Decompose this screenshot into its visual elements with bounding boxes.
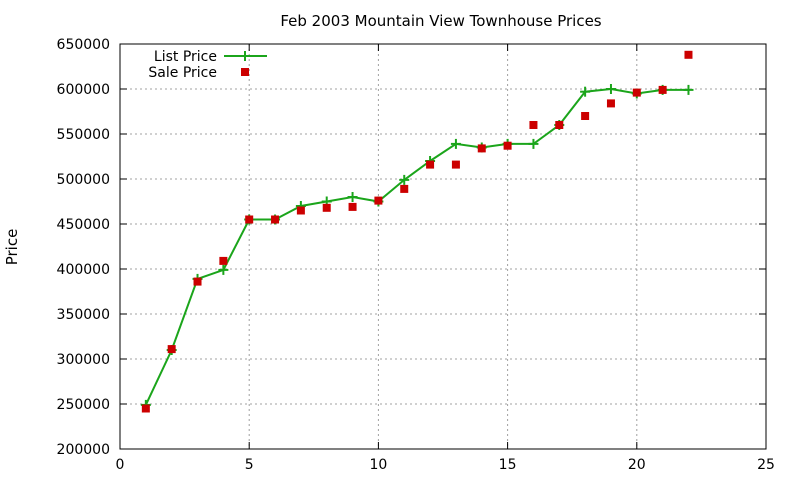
y-tick-label: 450000 — [57, 217, 110, 233]
chart-title: Feb 2003 Mountain View Townhouse Prices — [280, 12, 601, 30]
list-price-point — [580, 86, 591, 97]
sale-price-point — [529, 121, 538, 129]
y-tick-label: 500000 — [57, 172, 110, 188]
legend-square-sample — [241, 68, 249, 76]
list-price-point — [528, 138, 539, 149]
sale-price-point — [245, 215, 254, 224]
y-tick-label: 300000 — [57, 352, 110, 368]
sale-price-point — [400, 184, 409, 193]
grid-lines — [120, 44, 766, 449]
axis-ticks: 0 5 10 15 20 25 200000 250000 300000 350000 400000… — [57, 37, 775, 473]
legend-label: List Price — [154, 49, 217, 65]
series-layer — [140, 50, 694, 413]
sale-price-point — [348, 202, 357, 211]
y-axis-label: Price — [3, 229, 21, 266]
sale-price-point — [477, 144, 486, 153]
sale-price-point — [503, 141, 512, 150]
sale-price-point — [193, 277, 202, 286]
sale-price-point — [658, 85, 667, 94]
y-tick-label: 650000 — [57, 37, 110, 53]
sale-price-point — [555, 121, 564, 129]
list-price-point — [399, 174, 410, 185]
x-tick-label: 0 — [116, 457, 125, 473]
list-price-point — [605, 84, 616, 94]
y-tick-label: 600000 — [57, 82, 110, 98]
sale-price-point — [296, 206, 305, 215]
sale-price-point — [632, 88, 641, 97]
list-price-point — [218, 264, 229, 275]
legend-label: Sale Price — [148, 65, 217, 81]
series-list-price — [140, 84, 694, 410]
x-tick-label: 25 — [757, 457, 775, 473]
y-tick-label: 250000 — [57, 397, 110, 413]
sale-price-point — [167, 345, 176, 354]
list-price-point — [450, 138, 461, 149]
y-tick-label: 400000 — [57, 262, 110, 278]
y-tick-label: 200000 — [57, 442, 110, 458]
list-price-point — [683, 84, 694, 95]
y-tick-label: 350000 — [57, 307, 110, 323]
series-sale-price — [141, 50, 693, 413]
sale-price-point — [141, 404, 150, 413]
plot-frame — [119, 43, 767, 450]
sale-price-point — [322, 203, 331, 212]
x-tick-label: 10 — [369, 457, 387, 473]
list-price-point — [347, 192, 358, 202]
sale-price-point — [606, 99, 615, 108]
sale-price-point — [426, 160, 435, 169]
y-tick-label: 550000 — [57, 127, 110, 143]
sale-price-point — [374, 196, 383, 205]
sale-price-point — [684, 50, 693, 59]
sale-price-point — [271, 215, 280, 224]
x-tick-label: 5 — [245, 457, 254, 473]
list-price-line — [144, 87, 689, 406]
sale-price-point — [451, 160, 460, 169]
sale-price-point — [219, 256, 228, 265]
legend-cross-sample — [240, 51, 250, 61]
x-tick-label: 15 — [499, 457, 517, 473]
sale-price-point — [581, 112, 590, 120]
x-tick-label: 20 — [628, 457, 646, 473]
